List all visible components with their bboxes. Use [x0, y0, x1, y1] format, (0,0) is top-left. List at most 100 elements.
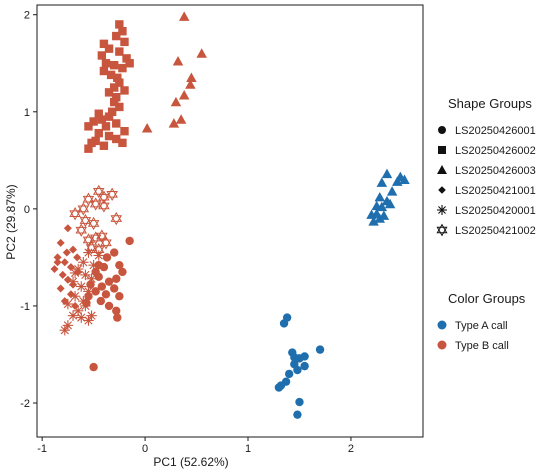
data-point-asterisk [69, 290, 81, 302]
data-point-diamond [62, 248, 71, 257]
data-point-square [115, 78, 124, 87]
data-point-square [112, 31, 121, 41]
y-axis-label: PC2 (29.87%) [4, 184, 18, 259]
data-point-circle [86, 280, 95, 289]
legend-marker-square [438, 146, 446, 154]
data-point-triangle [170, 96, 182, 107]
data-point-circle [279, 319, 289, 328]
x-tick-label: 0 [142, 443, 148, 455]
data-point-asterisk [67, 310, 79, 321]
data-point-square [84, 144, 93, 153]
data-point-circle [113, 313, 122, 322]
y-tick-label: 1 [24, 107, 30, 119]
data-point-circle [284, 369, 294, 379]
axis-ticks: -1 0 1 2 -2 -1 0 1 2 [20, 10, 354, 455]
data-point-circle [315, 345, 325, 354]
data-point-square [112, 119, 121, 128]
data-point-triangle [366, 209, 377, 219]
y-tick-label: 0 [24, 204, 30, 216]
data-point-square [97, 115, 107, 124]
data-point-circle [94, 272, 103, 282]
legend-color-swatch [437, 320, 447, 330]
data-point-square [94, 109, 103, 118]
data-point-diamond [66, 263, 75, 272]
legend-label: LS20250421001 [455, 185, 536, 197]
data-point-star-of-david [75, 223, 88, 237]
data-point-asterisk [80, 269, 91, 281]
shape-legend-title: Shape Groups [448, 96, 532, 111]
data-point-star-of-david [96, 229, 108, 243]
data-point-square [84, 122, 93, 131]
data-point-diamond [58, 270, 67, 279]
data-point-triangle [185, 79, 196, 89]
plot-area [36, 4, 424, 438]
data-points [50, 11, 410, 419]
data-point-triangle [392, 176, 403, 186]
data-point-circle [293, 410, 302, 419]
legend-marker-diamond [438, 186, 446, 194]
data-point-square [120, 86, 129, 95]
data-point-circle [112, 306, 121, 315]
data-point-star-of-david [77, 202, 90, 216]
data-point-circle [112, 274, 121, 283]
data-point-square [104, 44, 114, 53]
data-point-circle [274, 383, 284, 392]
data-point-circle [104, 301, 114, 311]
data-point-triangle [178, 11, 190, 21]
data-point-square [112, 134, 121, 144]
data-point-square [122, 54, 131, 63]
data-point-triangle [371, 200, 382, 211]
data-point-circle [125, 236, 134, 246]
data-point-star-of-david [85, 241, 98, 255]
data-point-triangle [374, 191, 386, 202]
data-point-square [104, 88, 114, 97]
data-point-asterisk [67, 276, 79, 287]
data-point-circle [104, 277, 114, 286]
data-point-triangle [384, 198, 396, 209]
data-point-asterisk [86, 273, 97, 285]
data-point-square [110, 60, 119, 70]
legend-marker-circle [438, 126, 446, 134]
data-point-asterisk [59, 324, 71, 336]
data-point-square [99, 66, 109, 76]
data-point-triangle [175, 114, 187, 124]
data-point-circle [300, 361, 309, 371]
data-point-triangle [186, 72, 197, 83]
data-point-star-of-david [89, 231, 102, 245]
data-point-asterisk [62, 298, 74, 310]
data-point-asterisk [78, 295, 89, 307]
data-point-diamond [56, 238, 65, 247]
legend-label: Type A call [455, 320, 508, 332]
data-point-diamond [53, 258, 62, 267]
data-point-diamond [63, 275, 72, 284]
data-point-circle [96, 296, 106, 306]
data-point-asterisk [69, 267, 81, 279]
data-point-circle [89, 362, 98, 372]
data-point-square [112, 93, 121, 102]
data-point-square [115, 47, 124, 56]
data-point-square [89, 117, 98, 126]
legend-marker-star-of-david [436, 223, 448, 237]
data-point-triangle [376, 177, 388, 187]
y-tick-label: 2 [24, 10, 30, 22]
x-axis-label: PC1 (52.62%) [153, 455, 228, 469]
data-point-circle [295, 397, 304, 407]
data-point-circle [91, 287, 100, 296]
data-point-star-of-david [87, 216, 100, 231]
data-point-triangle [381, 168, 393, 179]
data-point-triangle [141, 123, 153, 133]
data-point-star-of-david [79, 213, 92, 228]
data-point-square [101, 122, 111, 131]
data-point-square [99, 141, 109, 150]
color-legend-items: Type A call Type B call [437, 320, 509, 352]
data-point-star-of-david [92, 242, 105, 257]
data-point-triangle [168, 118, 180, 128]
data-point-square [118, 138, 127, 148]
data-point-square [115, 20, 124, 29]
data-point-square [125, 59, 134, 68]
data-point-circle [97, 282, 107, 291]
data-point-triangle [196, 48, 207, 58]
data-point-diamond [73, 253, 82, 262]
